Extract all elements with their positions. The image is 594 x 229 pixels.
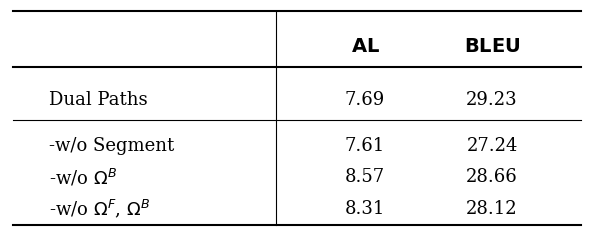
Text: $\mathbf{BLEU}$: $\mathbf{BLEU}$ [464, 38, 520, 56]
Text: -w/o $\Omega^B$: -w/o $\Omega^B$ [49, 166, 116, 187]
Text: 7.69: 7.69 [345, 91, 385, 109]
Text: 8.31: 8.31 [345, 199, 385, 217]
Text: 28.66: 28.66 [466, 168, 518, 186]
Text: 27.24: 27.24 [466, 136, 518, 154]
Text: -w/o Segment: -w/o Segment [49, 136, 174, 154]
Text: 29.23: 29.23 [466, 91, 518, 109]
Text: 8.57: 8.57 [345, 168, 385, 186]
Text: 28.12: 28.12 [466, 199, 518, 217]
Text: -w/o $\Omega^F$, $\Omega^B$: -w/o $\Omega^F$, $\Omega^B$ [49, 197, 150, 220]
Text: $\mathbf{AL}$: $\mathbf{AL}$ [350, 38, 380, 56]
Text: Dual Paths: Dual Paths [49, 91, 147, 109]
Text: 7.61: 7.61 [345, 136, 385, 154]
